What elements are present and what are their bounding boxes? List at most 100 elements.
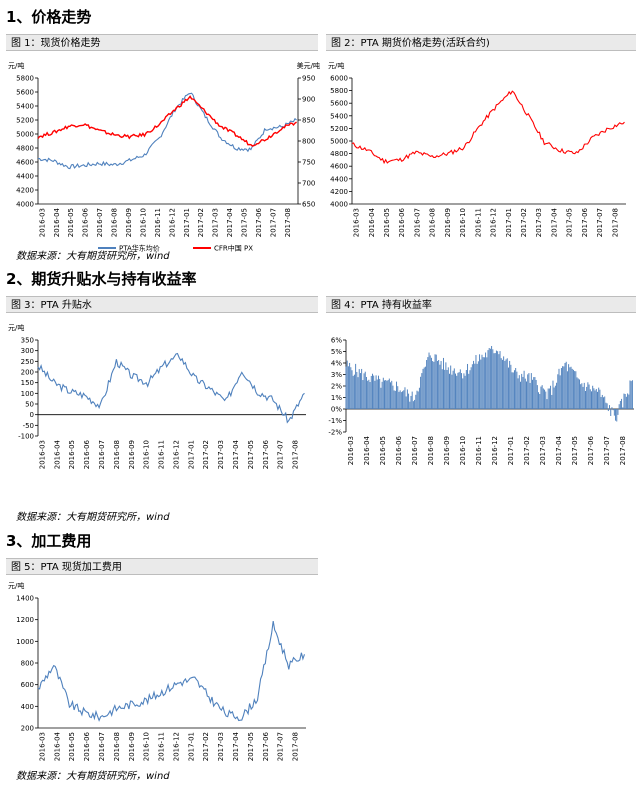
fig4-bar: [594, 390, 596, 409]
fig5-caption: 图 5：PTA 现货加工费用: [6, 558, 318, 575]
fig4-bar: [515, 368, 517, 409]
fig2-ytick-label: 4200: [330, 188, 348, 196]
fig4-bar: [630, 381, 632, 409]
fig4-bar: [538, 392, 540, 409]
fig4-bar: [434, 354, 436, 409]
fig1-y2tick-label: 800: [302, 138, 315, 146]
fig4-bar: [542, 388, 544, 409]
fig4-bar: [415, 394, 417, 409]
fig1-xtick-label: 2017-07: [269, 208, 277, 237]
fig4-bar: [476, 363, 478, 409]
fig4-bar: [516, 371, 518, 409]
fig5-xtick-label: 2016-07: [98, 732, 106, 761]
fig2-ytick-label: 4800: [330, 150, 348, 158]
fig2-xtick-label: 2017-07: [596, 208, 604, 237]
fig4-bar: [521, 373, 523, 409]
fig3-xtick-label: 2016-08: [113, 440, 121, 469]
fig4-bar: [599, 389, 601, 409]
fig4-bar: [418, 387, 420, 409]
fig3-series-line-0: [37, 352, 305, 424]
fig4-bar: [625, 396, 627, 409]
fig1-xtick-label: 2016-12: [168, 208, 176, 237]
fig4-bar: [619, 400, 621, 409]
fig1-xtick-label: 2016-07: [96, 208, 104, 237]
fig3-xtick-label: 2017-03: [217, 440, 225, 469]
fig4-bar: [575, 371, 577, 409]
fig1-ytick-label: 4400: [16, 173, 34, 181]
fig4-bar: [547, 388, 549, 409]
fig4-bar: [498, 354, 500, 409]
fig4-bar: [550, 385, 552, 409]
fig4-bar: [376, 379, 378, 409]
fig3-ytick-label: 350: [21, 337, 34, 345]
fig4-bar: [559, 375, 561, 409]
fig2-xtick-label: 2016-11: [474, 208, 482, 237]
fig4-bar: [565, 361, 567, 409]
fig1-legend-label-1: CFR中国 PX: [214, 244, 253, 253]
fig5-xtick-label: 2017-02: [202, 732, 210, 761]
fig4-bar: [452, 370, 454, 409]
fig4-bar: [356, 371, 358, 409]
fig5-ytick-label: 1200: [16, 616, 34, 624]
fig4-bar: [367, 380, 369, 409]
fig5-xtick-label: 2016-05: [68, 732, 76, 761]
fig5-xtick-label: 2016-09: [128, 732, 136, 761]
fig4-bar: [539, 393, 541, 409]
fig4-bar: [408, 393, 410, 409]
fig4-bar: [486, 357, 488, 409]
fig4-bar: [570, 366, 572, 409]
fig4-xtick-label: 2017-02: [523, 436, 531, 465]
fig4-bar: [441, 369, 443, 409]
fig4-bar: [607, 409, 609, 412]
fig3-xtick-label: 2016-11: [158, 440, 166, 469]
fig1-ytick-label: 5600: [16, 89, 34, 97]
section-title-processing-fee: 3、加工费用: [6, 532, 92, 550]
fig2-xtick-label: 2017-03: [535, 208, 543, 237]
fig4-ytick-label: 0%: [331, 406, 342, 414]
fig5-xtick-label: 2016-03: [38, 732, 46, 761]
fig4-bar: [369, 382, 371, 409]
fig3-caption: 图 3：PTA 升贴水: [6, 296, 318, 313]
fig4-bar: [351, 370, 353, 409]
fig4-bar: [410, 395, 412, 409]
fig4-bar: [405, 396, 407, 409]
section-title-price-trend: 1、价格走势: [6, 8, 92, 26]
fig2-xtick-label: 2016-09: [444, 208, 452, 237]
fig4-bar: [470, 367, 472, 409]
fig1-xtick-label: 2016-11: [154, 208, 162, 237]
fig4-bar: [382, 377, 384, 409]
fig4-xtick-label: 2017-04: [555, 435, 563, 465]
fig1-2-source: 数据来源：大有期货研究所，wind: [16, 251, 170, 262]
fig3-ytick-label: 50: [25, 401, 34, 409]
fig1-ytick-label: 4000: [16, 201, 34, 209]
fig4-bar: [430, 357, 432, 409]
fig5-ytick-label: 200: [21, 725, 34, 733]
fig4-bar: [494, 353, 496, 409]
fig4-bar: [527, 374, 529, 409]
fig4-bar: [572, 369, 574, 409]
fig1-xtick-label: 2016-03: [38, 208, 46, 237]
fig5-series-line-0: [37, 621, 306, 722]
fig4-bar: [506, 358, 508, 409]
fig3-xtick-label: 2017-02: [202, 440, 210, 469]
fig3-xtick-label: 2016-12: [172, 440, 180, 469]
fig4-bar: [432, 361, 434, 409]
fig4-ytick-label: 6%: [331, 337, 342, 345]
fig1-xtick-label: 2016-05: [67, 208, 75, 237]
fig4-bar: [546, 399, 548, 409]
fig4-bar: [396, 381, 398, 409]
fig1-xtick-label: 2016-09: [125, 208, 133, 237]
fig4-bar: [592, 385, 594, 409]
fig1-chart: 4000 4200 4400 4600 4800 5000 5200 5400 5600 5800…: [8, 61, 320, 253]
fig4-bar: [611, 407, 613, 409]
fig1-ylabel: 元/吨: [8, 61, 24, 70]
fig4-bar: [569, 367, 571, 409]
fig4-ytick-label: 4%: [331, 360, 342, 368]
fig2-xtick-label: 2016-07: [413, 208, 421, 237]
fig2-ytick-label: 5600: [330, 100, 348, 108]
fig4-xtick-label: 2016-10: [459, 436, 467, 465]
fig2-xtick-label: 2017-01: [505, 208, 513, 237]
fig4-bar: [526, 381, 527, 409]
fig2-xtick-label: 2017-04: [550, 207, 558, 237]
fig5-xtick-label: 2017-08: [292, 732, 300, 761]
